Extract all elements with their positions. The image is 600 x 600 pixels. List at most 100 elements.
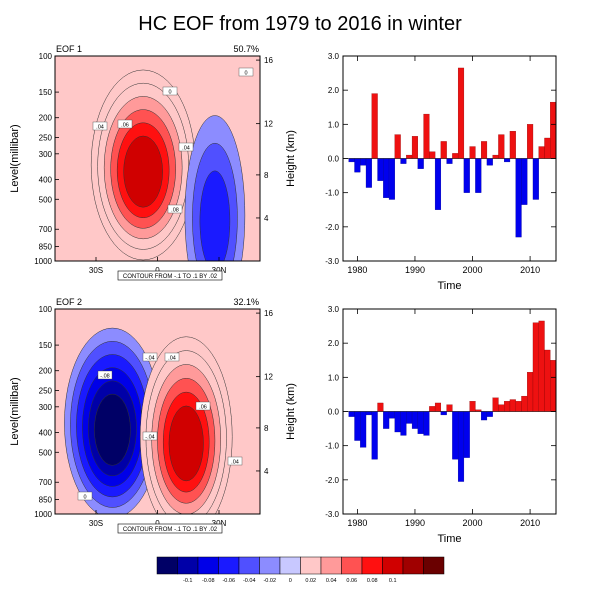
contour-label: 0	[83, 495, 86, 501]
y-tick-label: 3.0	[328, 305, 340, 314]
colorbar-swatch	[341, 556, 363, 575]
bar	[538, 320, 545, 412]
y2-tick-label: 12	[264, 373, 273, 382]
contour-label: -.04	[145, 435, 154, 441]
contour-label: .04	[182, 146, 190, 152]
contour-label: .08	[171, 208, 179, 214]
bar	[475, 158, 482, 193]
colorbar-swatch	[402, 556, 424, 575]
y2-axis-label: Height (km)	[285, 130, 297, 187]
variance-label: 50.7%	[233, 44, 259, 54]
bar	[417, 158, 424, 169]
x-tick-label: 1990	[405, 518, 425, 528]
contour-label-box	[167, 204, 183, 214]
colorbar-label: 0.06	[346, 578, 357, 584]
bar	[550, 360, 557, 412]
bar	[509, 131, 516, 159]
contour-label-box	[142, 431, 158, 441]
y-tick-label: -2.0	[325, 223, 339, 232]
bar	[411, 136, 418, 159]
y-tick-label: 3.0	[328, 52, 340, 61]
bar	[429, 406, 436, 412]
y-tick-label: -1.0	[325, 189, 339, 198]
y2-tick-label: 16	[264, 56, 273, 65]
y-tick-label: 1000	[34, 510, 52, 519]
y2-axis-label: Height (km)	[285, 383, 297, 440]
colorbar-label: 0.02	[305, 578, 316, 584]
contour-label-box	[227, 456, 243, 466]
bar	[527, 372, 534, 412]
colorbar-swatch	[238, 556, 260, 575]
bar	[550, 101, 557, 159]
colorbar-label: -0.1	[183, 578, 192, 584]
bar	[434, 158, 442, 210]
footer-box	[117, 270, 223, 281]
colorbar-swatch	[423, 556, 445, 575]
eof-label: EOF 2	[56, 297, 82, 307]
contour-band	[168, 405, 204, 482]
contour-label: .06	[199, 405, 207, 411]
colorbar-swatch	[382, 556, 404, 575]
x-tick-label: 2000	[463, 518, 483, 528]
bar	[457, 67, 465, 159]
contour-band	[94, 393, 131, 466]
x-tick-label: 2010	[520, 265, 540, 275]
bar	[440, 141, 447, 159]
bar	[504, 401, 511, 412]
bar	[348, 411, 355, 417]
contour-label-box	[238, 67, 254, 77]
contour-label: 0	[244, 71, 247, 77]
y-tick-label: -3.0	[325, 510, 339, 519]
y-tick-label: 0.0	[328, 408, 340, 417]
bar	[360, 158, 367, 166]
y2-tick-label: 12	[264, 120, 273, 129]
y-tick-label: 850	[39, 243, 53, 252]
bar	[411, 411, 418, 429]
y-axis-label: Level(millibar)	[9, 124, 21, 192]
bar	[383, 158, 390, 198]
contour-band	[123, 135, 163, 208]
bar	[400, 158, 407, 164]
colorbar-swatch	[259, 556, 281, 575]
y-tick-label: 200	[39, 367, 53, 376]
eof-panel: 100 150 200 250 300 400 500 700 850 1000 16 12 8 4 30S…	[9, 44, 297, 281]
contour-footer: CONTOUR FROM -.1 TO .1 BY .02	[123, 527, 218, 533]
bar	[498, 134, 505, 159]
y-tick-label: 250	[39, 134, 53, 143]
bar	[354, 411, 361, 441]
colorbar-label: 0.08	[367, 578, 378, 584]
bar	[509, 399, 516, 412]
x-tick-label: 1980	[347, 265, 367, 275]
y-axis-label: Level(millibar)	[9, 377, 21, 445]
y-tick-label: 100	[39, 52, 53, 61]
y2-tick-label: 8	[264, 424, 269, 433]
y-tick-label: 150	[39, 88, 53, 97]
x-tick-label: 30S	[89, 266, 103, 275]
y-tick-label: 1000	[34, 257, 52, 266]
bar	[457, 411, 465, 482]
eof-panels: 100150200250300400500700850100016128430S…	[9, 44, 297, 534]
x-tick-label: 1990	[405, 265, 425, 275]
y-tick-label: 400	[39, 175, 53, 184]
y-tick-label: 150	[39, 341, 53, 350]
bar	[394, 411, 401, 433]
figure-title: HC EOF from 1979 to 2016 in winter	[138, 13, 462, 35]
colorbar: -0.1 -0.08 -0.06 -0.04 -0.02 0 0.02 0.04 0.06 0.0…	[156, 556, 445, 584]
y-tick-label: 400	[39, 428, 53, 437]
colorbar-label: -0.06	[222, 578, 235, 584]
y2-tick-label: 8	[264, 171, 269, 180]
bar	[360, 411, 367, 448]
y-tick-label: 300	[39, 150, 53, 159]
pc-panel: 3.0 2.0 1.0 0.0 -1.0 -2.0 -3.0 1980 1990 2000 2010…	[325, 52, 557, 292]
x-axis-label: Time	[437, 533, 461, 545]
y-tick-label: 300	[39, 403, 53, 412]
colorbar-label: 0	[289, 578, 292, 584]
contour-label: .04	[96, 125, 104, 131]
bar	[446, 404, 453, 412]
pc-panels: 3.0 2.0 1.0 0.0 -1.0 -2.0 -3.0 1980 1990 2000 2010…	[325, 52, 557, 545]
pc-panel: 3.0 2.0 1.0 0.0 -1.0 -2.0 -3.0 1980 1990 2000 2010…	[325, 305, 557, 545]
bar	[521, 395, 528, 412]
bar	[463, 158, 470, 193]
contour-label-box	[162, 86, 178, 96]
contour-label-box	[117, 119, 133, 129]
